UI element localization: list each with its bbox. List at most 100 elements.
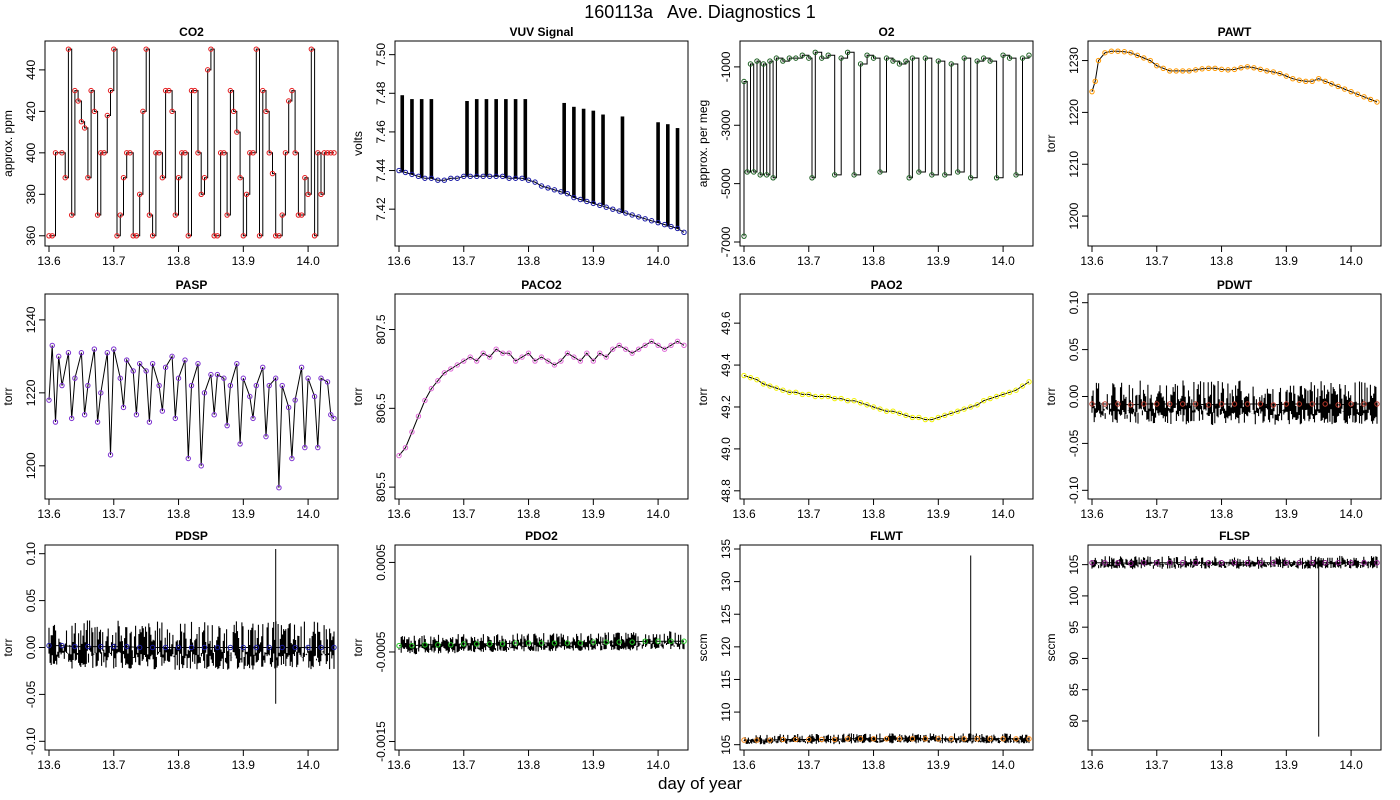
data-point [298, 364, 305, 371]
y-tick-label: -0.05 [1067, 429, 1081, 457]
plot-frame [394, 544, 689, 751]
data-point [311, 233, 318, 239]
series-line [399, 640, 684, 647]
data-point [799, 52, 805, 58]
spike-bar [572, 106, 576, 198]
x-tick-label: 14.0 [1339, 507, 1363, 521]
data-point [642, 638, 648, 644]
data-point [111, 643, 117, 650]
spike-bar [620, 116, 625, 214]
data-point [185, 455, 191, 462]
data-point [46, 397, 52, 403]
x-tick-label: 13.6 [1080, 254, 1104, 268]
plot-frame [739, 40, 1034, 247]
data-point [590, 358, 597, 364]
y-tick-label: 7.50 [374, 43, 388, 67]
data-point [635, 346, 642, 352]
y-tick-label: 1220 [1067, 99, 1081, 126]
data-point [1095, 57, 1102, 64]
data-point [208, 46, 214, 52]
data-point [819, 736, 825, 743]
data-point [182, 357, 188, 363]
data-point [324, 379, 331, 385]
data-point [512, 640, 519, 646]
y-tick-label: 125 [719, 604, 733, 624]
data-point [623, 346, 629, 352]
data-point [311, 393, 318, 400]
data-point [221, 150, 227, 156]
data-point [648, 338, 655, 345]
data-point [844, 736, 851, 742]
y-axis-label: torr [351, 387, 365, 405]
data-point [461, 173, 467, 180]
data-point [642, 342, 648, 348]
data-point [331, 150, 337, 156]
series-line [398, 340, 685, 456]
x-tick-label: 14.0 [296, 758, 320, 772]
x-tick-label: 13.8 [517, 758, 541, 772]
data-point [857, 61, 864, 67]
data-point [883, 55, 890, 61]
data-point [558, 189, 564, 195]
y-tick-label: 1200 [1067, 202, 1081, 229]
data-point [140, 108, 146, 115]
data-point [1374, 560, 1380, 566]
data-point [916, 169, 922, 175]
data-point [59, 382, 65, 389]
data-point [111, 346, 117, 352]
data-point [538, 640, 545, 646]
y-tick-label: 1240 [24, 306, 38, 333]
data-point [763, 172, 770, 178]
data-point [551, 362, 558, 368]
data-point [1348, 401, 1354, 407]
data-point [629, 350, 635, 356]
x-tick-label: 13.8 [167, 507, 191, 521]
data-point [85, 643, 91, 650]
y-tick-label: 0.05 [1067, 338, 1081, 362]
data-point [435, 642, 441, 648]
data-point [486, 641, 493, 647]
series-line [49, 645, 334, 648]
y-tick-label: 7.46 [374, 120, 388, 144]
x-tick-label: 13.8 [862, 507, 886, 521]
data-point [1251, 65, 1257, 71]
y-tick-label: 110 [719, 702, 733, 721]
data-point [668, 223, 674, 230]
data-point [1141, 55, 1147, 61]
data-point [558, 358, 564, 364]
data-point [883, 408, 890, 414]
data-point [1348, 560, 1354, 566]
data-point [188, 382, 195, 389]
data-point [987, 58, 993, 64]
data-point [295, 212, 302, 218]
data-point [260, 87, 266, 94]
data-point [201, 644, 208, 651]
data-point [1335, 83, 1341, 90]
data-point [851, 172, 857, 178]
spike-bar [666, 124, 670, 227]
data-point [136, 644, 143, 651]
data-point [532, 358, 538, 364]
x-tick-label: 13.9 [927, 254, 951, 268]
y-tick-label: 360 [24, 225, 38, 245]
chart-panel-flwt: FLWT 13.6 13.7 13.8 13.9 14.0 105 110 115 120 125 1… [696, 529, 1034, 772]
x-tick-label: 14.0 [296, 507, 320, 521]
data-point [870, 736, 877, 742]
data-point [68, 212, 75, 218]
data-point [461, 641, 467, 647]
data-point [922, 736, 929, 742]
x-tick-label: 13.7 [452, 254, 476, 268]
data-point [851, 397, 857, 404]
data-point [49, 342, 55, 349]
data-point [1154, 560, 1160, 566]
x-tick-label: 13.6 [387, 254, 411, 268]
data-point [1102, 50, 1108, 56]
data-point [661, 221, 668, 228]
x-tick-label: 13.8 [862, 254, 886, 268]
data-point [955, 169, 961, 175]
plot-frame [44, 293, 339, 500]
data-point [1341, 86, 1348, 92]
data-point [331, 415, 337, 422]
data-point [655, 342, 661, 348]
data-point [1296, 77, 1302, 83]
